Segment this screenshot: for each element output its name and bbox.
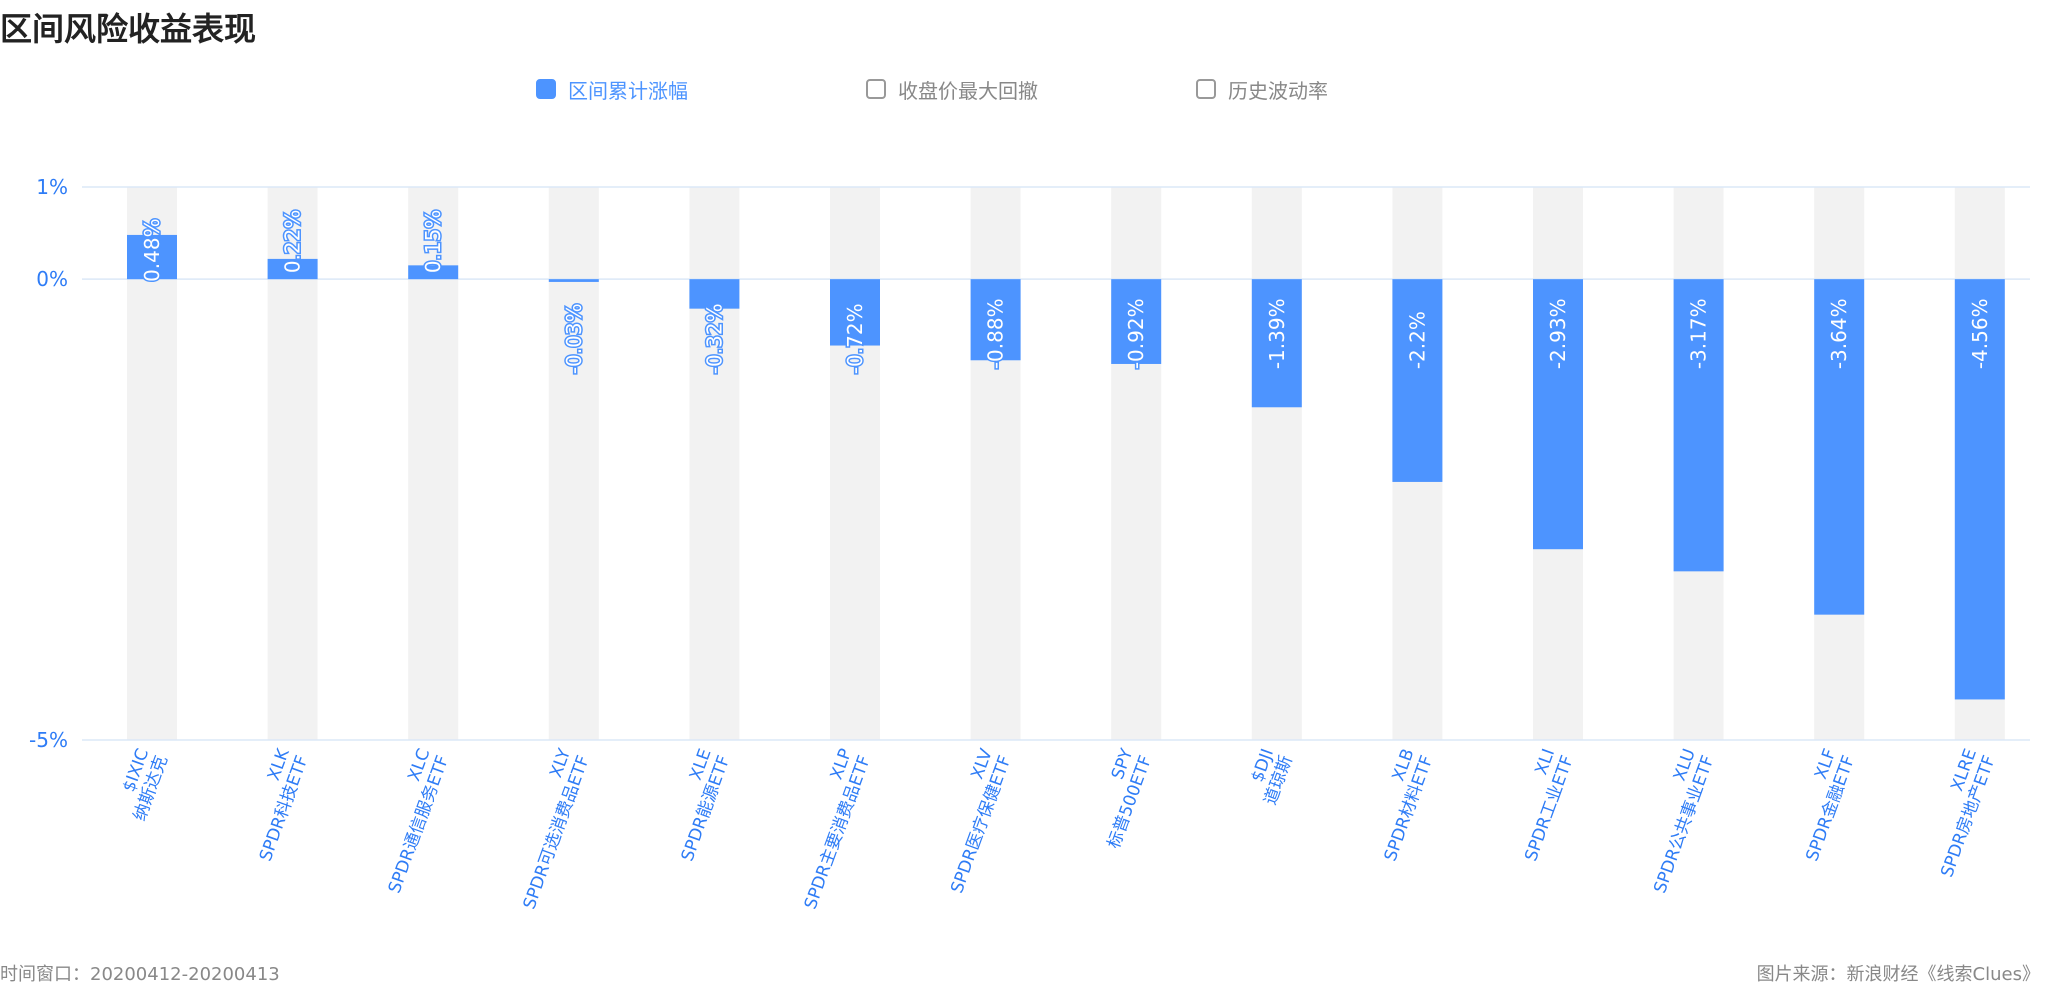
bar [1251,279,1302,408]
x-tick-label: XLBSPDR材料ETF [1362,746,1438,864]
value-label: -3.17% [1687,298,1711,369]
legend-label: 历史波动率 [1228,78,1328,103]
legend-label: 区间累计涨幅 [568,78,688,103]
bar [1111,279,1162,364]
x-tick-label: XLCSPDR通信服务ETF [366,746,453,896]
bar [1954,279,2005,700]
value-label: -0.88% [984,298,1008,369]
value-label: -0.03% [562,303,586,374]
y-tick-label: 0% [36,267,68,291]
value-label: -1.39% [1265,298,1289,369]
bar [689,279,740,309]
value-label: -0.32% [702,303,726,374]
value-label: 0.22% [281,210,305,274]
legend-item-cumulative-gain[interactable]: 区间累计涨幅 [536,72,688,106]
bar [970,279,1021,361]
legend-item-volatility[interactable]: 历史波动率 [1196,72,1328,106]
bar [830,279,880,346]
time-window: 时间窗口：20200412-20200413 [0,964,280,985]
x-tick-label: XLFSPDR金融ETF [1784,746,1860,864]
x-tick-label: XLKSPDR科技ETF [237,745,313,864]
x-tick-label: XLRESPDR房地产ETF [1918,746,1999,880]
bar [267,258,318,280]
value-label: -0.92% [1124,298,1148,369]
bar-track [548,187,599,740]
value-label: -2.2% [1405,311,1429,369]
checkbox-unchecked-icon [1196,79,1216,99]
bar [1814,279,1865,615]
x-tick-label: XLVSPDR医疗保健ETF [928,746,1015,896]
bar [408,265,459,280]
bar-track [970,187,1021,740]
x-tick-label: XLUSPDR公共事业ETF [1631,746,1718,896]
bar [1673,279,1724,572]
image-source: 图片来源：新浪财经《线索Clues》 [1756,964,2040,985]
value-label: -4.56% [1968,298,1992,369]
bar-track [1251,187,1302,740]
bar-track [830,187,880,740]
checkbox-checked-icon [536,79,556,99]
checkbox-unchecked-icon [866,79,886,99]
bar [548,279,599,282]
x-tick-label: XLESPDR能源ETF [659,746,735,864]
x-tick-label: $IXIC纳斯达克 [111,746,172,824]
value-label: -3.64% [1827,298,1851,369]
x-tick-label: $DJI道琼斯 [1242,746,1297,808]
y-tick-label: 1% [36,175,68,199]
legend-label: 收盘价最大回撤 [898,78,1038,103]
value-label: 0.48% [140,218,164,282]
x-tick-label: SPY标普500ETF [1085,746,1156,852]
x-tick-label: XLYSPDR可选消费品ETF [501,746,594,912]
legend-item-max-drawdown[interactable]: 收盘价最大回撤 [866,72,1038,106]
bar [127,234,177,280]
bar-track [689,187,740,740]
value-label: -0.72% [843,303,867,374]
x-tick-label: XLISPDR工业ETF [1502,746,1578,864]
bar-chart: 1% 0% -5% 0.48% $IXIC纳斯达克 0.22% XLKSPDR科技ETF 0.… [29,175,2030,912]
bar [1533,279,1583,550]
value-label: 0.15% [421,210,445,274]
y-tick-label: -5% [29,728,68,752]
bar-track [1111,187,1162,740]
x-tick-label: XLPSPDR主要消费品ETF [782,746,875,912]
bar [1392,279,1443,482]
chart-title: 区间风险收益表现 [0,10,257,48]
value-label: -2.93% [1546,298,1570,369]
